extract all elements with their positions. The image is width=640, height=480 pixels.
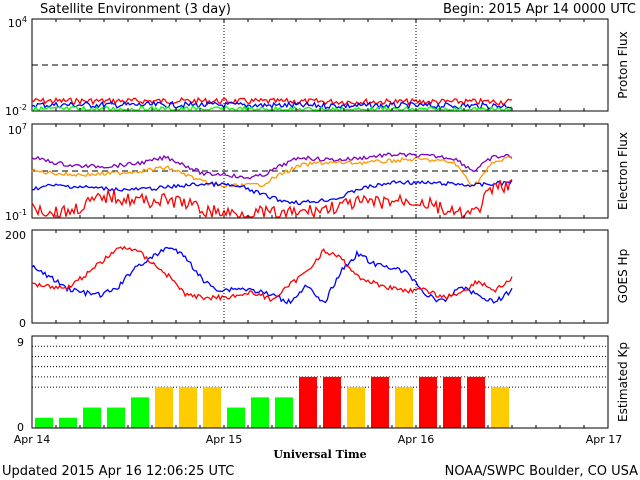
electron-flux-ytick-top: 107 [8, 122, 27, 137]
goes-hp-ytick-top: 200 [5, 229, 26, 242]
series-line-p2-0 [31, 152, 513, 180]
kp-tick-group [55, 336, 585, 428]
kp-bar [419, 376, 437, 428]
begin-time: Begin: 2015 Apr 14 0000 UTC [443, 2, 636, 17]
kp-bar [107, 407, 125, 428]
kp-bar [251, 397, 269, 428]
kp-bar [179, 387, 197, 428]
series-line-p2-1 [31, 156, 513, 189]
proton-flux-ytick-top: 104 [8, 15, 27, 30]
kp-bar [371, 376, 389, 428]
kp-bar [227, 407, 245, 428]
electron-flux-ytick-bottom: 10-1 [5, 208, 27, 223]
kp-bar [323, 376, 341, 428]
proton-flux-ylabel: Proton Flux [616, 31, 630, 98]
electron-flux-series-group [31, 152, 608, 220]
goes-hp-series-group [31, 245, 513, 305]
kp-bar [491, 387, 509, 428]
kp-bar [467, 376, 485, 428]
series-line-p2-2 [32, 179, 513, 206]
kp-ytick-top: 9 [17, 336, 24, 349]
credit-text: NOAA/SWPC Boulder, CO USA [445, 464, 638, 479]
proton-flux-series-group [31, 64, 608, 112]
electron-flux-panel: 107 10-1 Electron Flux [5, 122, 630, 223]
kp-bar [347, 387, 365, 428]
series-line-p3-0 [31, 246, 513, 305]
x-tick-label-apr14: Apr 14 [14, 433, 51, 446]
series-line-p1-1 [31, 100, 513, 111]
kp-bar [83, 407, 101, 428]
series-line-p2-3 [31, 179, 513, 220]
proton-flux-tick-group [55, 19, 585, 111]
kp-bar [35, 417, 53, 428]
x-axis: Apr 14 Apr 15 Apr 16 Apr 17 Universal Ti… [14, 433, 623, 461]
kp-panel: 9 0 Estimated Kp [17, 335, 630, 434]
kp-bar [59, 417, 77, 428]
goes-hp-tick-group [55, 230, 585, 323]
goes-hp-ylabel: GOES Hp [616, 249, 630, 303]
goes-hp-ytick-bottom: 0 [19, 317, 26, 330]
kp-bar [443, 376, 461, 428]
proton-flux-ytick-bottom: 10-2 [5, 103, 27, 118]
x-tick-label-apr16: Apr 16 [398, 433, 435, 446]
kp-bar [299, 376, 317, 428]
kp-ytick-bottom: 0 [17, 421, 24, 434]
kp-grid-group [32, 335, 608, 388]
goes-hp-panel: 200 0 GOES Hp [5, 229, 630, 330]
chart-title: Satellite Environment (3 day) [40, 2, 231, 17]
proton-flux-panel: 104 10-2 Proton Flux [5, 15, 630, 118]
x-tick-label-apr15: Apr 15 [206, 433, 243, 446]
x-tick-label-apr17: Apr 17 [586, 433, 623, 446]
series-line-p3-1 [31, 245, 513, 303]
kp-bar [131, 397, 149, 428]
kp-bar [155, 387, 173, 428]
kp-bar [203, 387, 221, 428]
kp-bar-group [35, 376, 509, 428]
updated-timestamp: Updated 2015 Apr 16 12:06:25 UTC [2, 464, 234, 479]
kp-bar [275, 397, 293, 428]
x-axis-label: Universal Time [273, 448, 366, 461]
electron-flux-tick-group [55, 124, 585, 218]
electron-flux-ylabel: Electron Flux [616, 132, 630, 210]
kp-ylabel: Estimated Kp [616, 342, 630, 422]
kp-bar [395, 387, 413, 428]
